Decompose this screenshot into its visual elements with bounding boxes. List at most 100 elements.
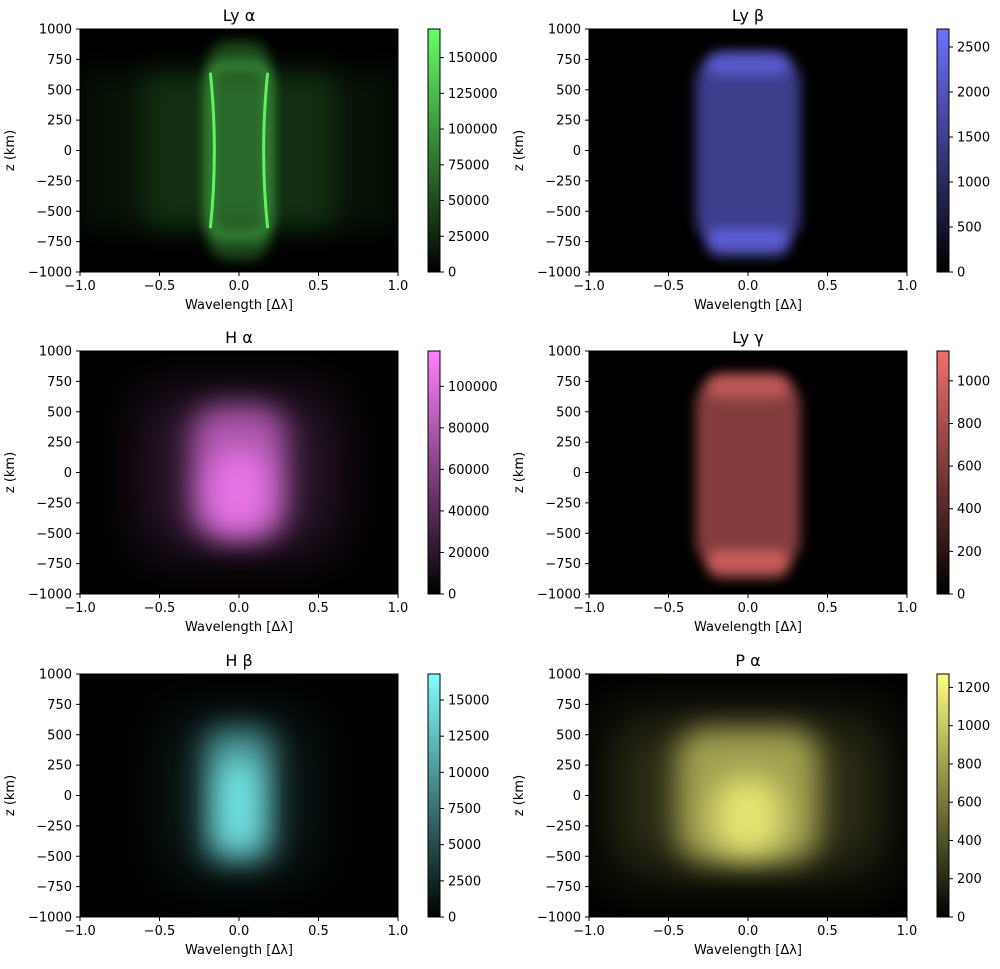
heatmap-image [80, 351, 398, 594]
colorbar-tick: 100000 [440, 123, 498, 138]
x-tick: −1.0 [64, 917, 96, 939]
x-tick-label: 0.5 [308, 924, 329, 939]
y-tick: −1000 [537, 588, 589, 603]
x-tick: 0.0 [229, 272, 249, 294]
x-axis-label: Wavelength [Δλ] [185, 298, 293, 313]
y-tick-label: 750 [47, 698, 72, 713]
x-tick: 0.5 [308, 917, 329, 939]
x-axis-label: Wavelength [Δλ] [694, 298, 802, 313]
colorbar-tick-label: 25000 [448, 230, 489, 245]
y-tick-label: 1000 [548, 668, 581, 683]
y-tick-label: 500 [556, 405, 581, 420]
y-tick-label: 1000 [39, 668, 72, 683]
x-tick-label: 0.5 [308, 279, 329, 294]
y-tick: −1000 [28, 911, 80, 926]
x-tick: 0.5 [817, 917, 838, 939]
y-tick: −500 [545, 527, 589, 542]
x-axis-label: Wavelength [Δλ] [185, 943, 293, 958]
colorbar-tick: 800 [949, 417, 982, 432]
y-tick-label: 1000 [548, 23, 581, 38]
y-tick: 250 [556, 436, 589, 451]
x-tick-label: 1.0 [388, 924, 409, 939]
panel-4: Ly γ −1.0 −0.5 0.0 0.5 1.0 1000 750 500 250 0 −250 −… [512, 328, 990, 635]
colorbar-tick: 200 [949, 545, 982, 560]
y-tick: −750 [545, 557, 589, 572]
y-tick: 250 [47, 759, 80, 774]
colorbar-tick-label: 10000 [448, 766, 489, 781]
colorbar-tick-label: 5000 [448, 838, 481, 853]
panel-3: H α −1.0 −0.5 0.0 0.5 1.0 1000 750 500 250 0 −250 −5… [3, 328, 498, 635]
y-tick: −500 [545, 850, 589, 865]
x-tick: −1.0 [64, 594, 96, 616]
colorbar-tick: 200 [949, 872, 982, 887]
y-tick: −250 [545, 174, 589, 189]
colorbar-tick: 0 [949, 266, 965, 281]
x-tick-label: −0.5 [144, 924, 176, 939]
y-tick-label: 250 [556, 436, 581, 451]
colorbar-tick-label: 500 [957, 221, 982, 236]
y-tick-label: −500 [36, 527, 72, 542]
colorbar-tick: 0 [949, 588, 965, 603]
y-tick: 500 [47, 83, 80, 98]
x-tick-label: 0.5 [817, 279, 838, 294]
y-tick: −750 [36, 557, 80, 572]
x-tick-label: −0.5 [653, 279, 685, 294]
x-tick: 1.0 [897, 594, 917, 616]
y-tick-label: −500 [545, 850, 581, 865]
y-tick-label: 0 [64, 144, 72, 159]
panel-5: H β−1.0 −0.5 0.0 0.5 1.010007505002500−250−5… [3, 651, 489, 958]
x-tick: 1.0 [388, 272, 408, 294]
x-tick: 1.0 [388, 917, 409, 939]
colorbar-tick-label: 100000 [448, 380, 498, 395]
x-tick-label: −0.5 [144, 601, 176, 616]
colorbar-tick-label: 200 [957, 872, 982, 887]
x-tick-label: −1.0 [64, 924, 96, 939]
y-tick: −250 [36, 819, 80, 834]
colorbar-tick-label: 150000 [448, 51, 498, 66]
y-tick-label: 500 [47, 405, 72, 420]
x-tick: −0.5 [144, 272, 175, 294]
x-tick-label: −1.0 [573, 924, 605, 939]
colorbar-tick: 1500 [949, 131, 990, 146]
colorbar-tick: 0 [440, 911, 456, 926]
colorbar-tick-label: 0 [957, 266, 965, 281]
x-tick: 0.0 [229, 917, 249, 939]
y-tick-label: 250 [47, 436, 72, 451]
x-tick-label: 0.5 [308, 601, 329, 616]
y-tick: −1000 [537, 911, 589, 926]
colorbar: 0 2500 5000 7500 10000 12500 15000 [427, 673, 489, 926]
y-axis-label: z (km) [3, 452, 18, 493]
y-tick-label: 0 [64, 789, 72, 804]
y-tick-label: 750 [556, 53, 581, 68]
y-tick-label: −1000 [537, 911, 581, 926]
y-tick: 750 [556, 53, 589, 68]
x-axis-label: Wavelength [Δλ] [694, 620, 802, 635]
x-axis-label: Wavelength [Δλ] [694, 943, 802, 958]
x-tick: 0.5 [817, 594, 838, 616]
y-tick: 250 [47, 436, 80, 451]
y-tick: −750 [545, 880, 589, 895]
colorbar-gradient [936, 673, 950, 918]
colorbar-tick-label: 1000 [957, 176, 990, 191]
colorbar-tick-label: 600 [957, 460, 982, 475]
colorbar-tick-label: 60000 [448, 463, 489, 478]
colorbar-tick-label: 400 [957, 502, 982, 517]
colorbar-tick-label: 100000 [448, 123, 498, 138]
y-tick: −750 [545, 235, 589, 250]
x-tick-label: −1.0 [573, 279, 605, 294]
y-tick: 500 [556, 83, 589, 98]
colorbar-tick-label: 0 [957, 911, 965, 926]
y-axis-label: z (km) [3, 130, 18, 171]
y-tick: 750 [47, 698, 80, 713]
x-tick-label: 1.0 [897, 924, 918, 939]
colorbar-tick-label: 2500 [957, 41, 990, 56]
y-tick: −1000 [28, 588, 80, 603]
y-tick: 1000 [39, 23, 80, 38]
y-axis-label: z (km) [512, 775, 527, 816]
y-tick: −250 [545, 819, 589, 834]
y-tick-label: 1000 [39, 345, 72, 360]
y-tick-label: −750 [36, 557, 72, 572]
chart-title: Ly β [732, 6, 764, 25]
x-tick: −0.5 [144, 917, 176, 939]
